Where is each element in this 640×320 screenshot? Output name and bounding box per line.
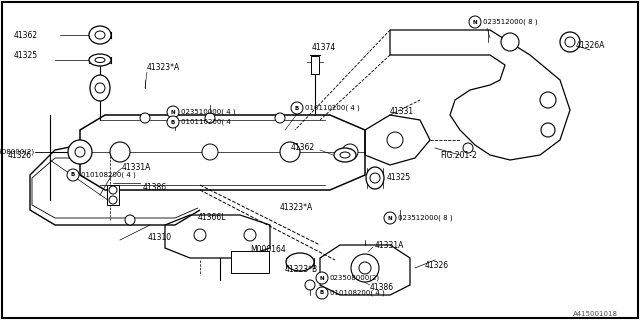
Circle shape xyxy=(560,32,580,52)
Text: N: N xyxy=(388,215,392,220)
Circle shape xyxy=(167,116,179,128)
FancyBboxPatch shape xyxy=(231,251,269,273)
Circle shape xyxy=(109,196,117,204)
Ellipse shape xyxy=(366,167,384,189)
Text: 023508000(2): 023508000(2) xyxy=(0,149,35,155)
Ellipse shape xyxy=(334,148,356,162)
Ellipse shape xyxy=(286,253,314,271)
Text: 41326A: 41326A xyxy=(576,42,605,51)
Text: 41362: 41362 xyxy=(291,143,315,153)
Text: 41366L: 41366L xyxy=(198,213,227,222)
Text: 010108200( 4 ): 010108200( 4 ) xyxy=(330,290,385,296)
Ellipse shape xyxy=(90,75,110,101)
Ellipse shape xyxy=(95,31,105,39)
Circle shape xyxy=(125,215,135,225)
Text: 41331A: 41331A xyxy=(375,241,404,250)
Text: M000164: M000164 xyxy=(250,245,285,254)
Circle shape xyxy=(280,142,300,162)
Circle shape xyxy=(95,83,105,93)
Text: 41386: 41386 xyxy=(370,283,394,292)
Circle shape xyxy=(291,102,303,114)
Text: N: N xyxy=(473,20,477,25)
Circle shape xyxy=(359,262,371,274)
Text: 010108200( 4 ): 010108200( 4 ) xyxy=(81,172,136,178)
Text: 023508000(2): 023508000(2) xyxy=(330,275,380,281)
Text: 41374: 41374 xyxy=(312,43,336,52)
Text: 023512000( 8 ): 023512000( 8 ) xyxy=(398,215,452,221)
Circle shape xyxy=(540,92,556,108)
Circle shape xyxy=(541,123,555,137)
Circle shape xyxy=(469,16,481,28)
Text: 41326: 41326 xyxy=(8,150,32,159)
Text: 41323*A: 41323*A xyxy=(147,63,180,73)
Text: 41323*B: 41323*B xyxy=(285,266,318,275)
Text: 41362: 41362 xyxy=(14,30,38,39)
Circle shape xyxy=(305,280,315,290)
Circle shape xyxy=(316,287,328,299)
FancyBboxPatch shape xyxy=(311,56,319,74)
Circle shape xyxy=(202,144,218,160)
Text: 41386: 41386 xyxy=(143,183,167,193)
Ellipse shape xyxy=(89,26,111,44)
Text: N: N xyxy=(320,276,324,281)
Ellipse shape xyxy=(89,54,111,66)
Circle shape xyxy=(140,113,150,123)
Circle shape xyxy=(370,173,380,183)
Text: N: N xyxy=(171,109,175,115)
Circle shape xyxy=(205,113,215,123)
Circle shape xyxy=(387,132,403,148)
Text: B: B xyxy=(71,172,75,178)
Text: 41323*A: 41323*A xyxy=(280,204,313,212)
Circle shape xyxy=(67,169,79,181)
Text: B: B xyxy=(320,291,324,295)
Text: 023512000( 8 ): 023512000( 8 ) xyxy=(483,19,538,25)
Circle shape xyxy=(463,143,473,153)
Text: B: B xyxy=(295,106,299,110)
Circle shape xyxy=(167,106,179,118)
Text: 41325: 41325 xyxy=(14,51,38,60)
Circle shape xyxy=(342,144,358,160)
Text: 41326: 41326 xyxy=(425,260,449,269)
Circle shape xyxy=(275,113,285,123)
Circle shape xyxy=(75,147,85,157)
Text: 010110200( 4: 010110200( 4 xyxy=(181,119,231,125)
Circle shape xyxy=(384,212,396,224)
Text: 023510000( 4 ): 023510000( 4 ) xyxy=(181,109,236,115)
FancyBboxPatch shape xyxy=(107,185,119,205)
Text: 41331A: 41331A xyxy=(122,164,152,172)
Circle shape xyxy=(501,33,519,51)
Text: 41325: 41325 xyxy=(387,173,411,182)
Circle shape xyxy=(565,37,575,47)
Text: 41310: 41310 xyxy=(148,234,172,243)
Circle shape xyxy=(109,186,117,194)
Circle shape xyxy=(110,142,130,162)
Circle shape xyxy=(68,140,92,164)
Circle shape xyxy=(316,272,328,284)
Circle shape xyxy=(351,254,379,282)
Ellipse shape xyxy=(340,152,350,158)
Text: FIG.201-2: FIG.201-2 xyxy=(440,150,477,159)
Text: B: B xyxy=(171,119,175,124)
Circle shape xyxy=(194,229,206,241)
Text: A415001018: A415001018 xyxy=(573,311,618,317)
Ellipse shape xyxy=(95,58,105,62)
Text: 010110200( 4 ): 010110200( 4 ) xyxy=(305,105,360,111)
Circle shape xyxy=(244,229,256,241)
Text: 41331: 41331 xyxy=(390,108,414,116)
